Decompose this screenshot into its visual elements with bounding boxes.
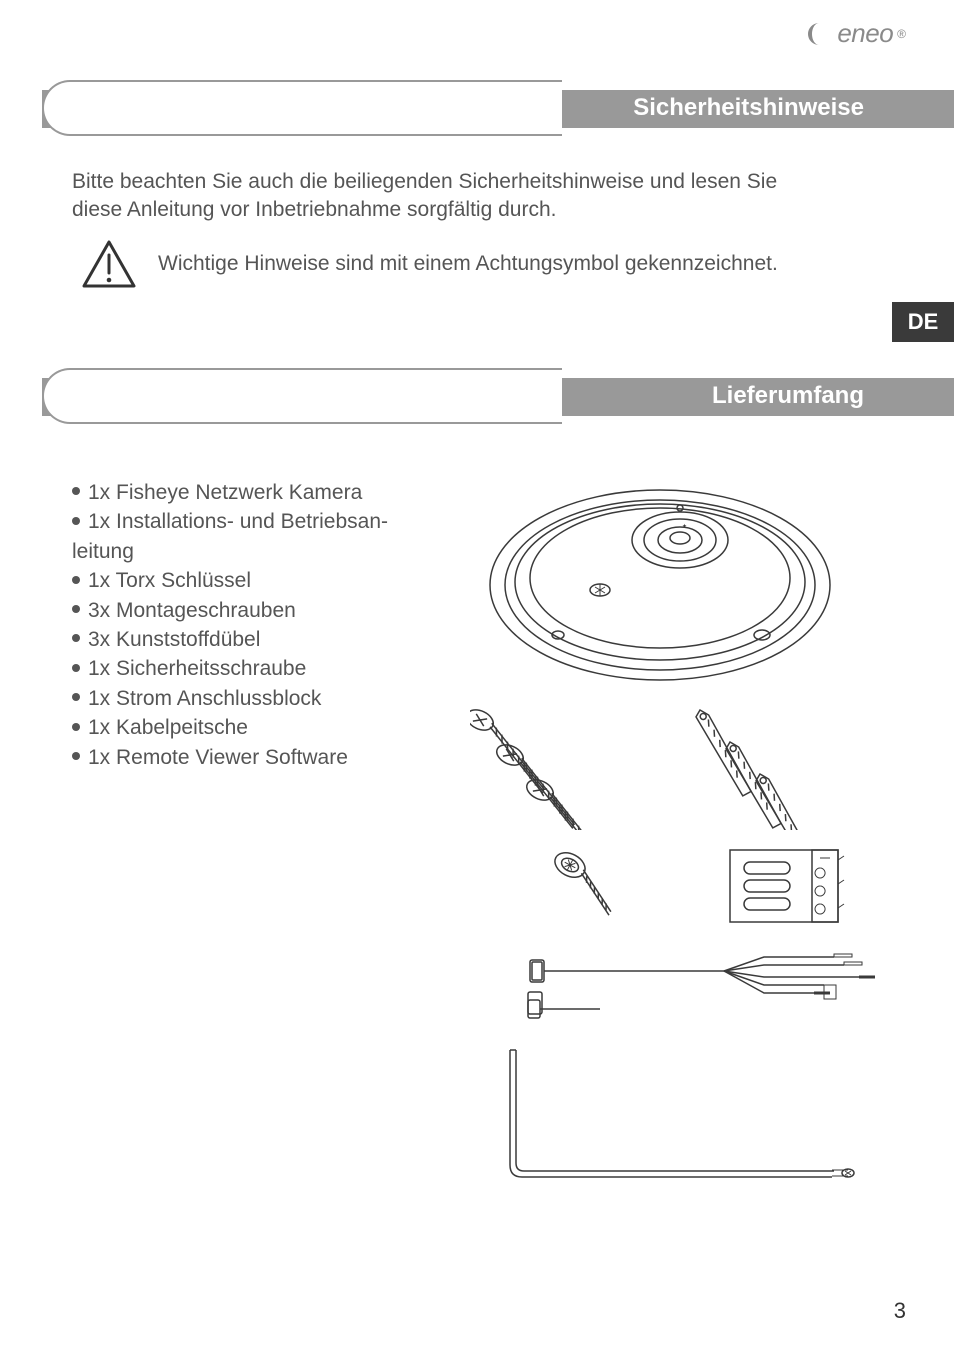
list-item: 1x Strom Anschlussblock — [72, 684, 452, 713]
list-item-label: 1x Kabelpeitsche — [88, 716, 248, 739]
list-item-cont: leitung — [72, 537, 452, 566]
list-item-label: 1x Fisheye Netzwerk Kamera — [88, 481, 362, 504]
list-item-label: 3x Montageschrauben — [88, 599, 296, 622]
camera-diagram: ✦ — [470, 470, 850, 700]
intro-line2: diese Anleitung vor Inbetriebnahme sorgf… — [72, 198, 556, 221]
list-item: 3x Kunststoffdübel — [72, 625, 452, 654]
package-list: 1x Fisheye Netzwerk Kamera 1x Installati… — [72, 478, 452, 772]
list-item-label: 1x Sicherheitsschraube — [88, 657, 306, 680]
list-item-label: 1x Remote Viewer Software — [88, 746, 348, 769]
list-item-label: 1x Torx Schlüssel — [88, 569, 251, 592]
intro-line1: Bitte beachten Sie auch die beiliegenden… — [72, 170, 777, 193]
list-item-label: 1x Strom Anschlussblock — [88, 687, 321, 710]
banner-rounded-cap — [42, 368, 562, 424]
screws-dowels-diagram — [470, 700, 870, 830]
section-banner-scope: Lieferumfang — [42, 368, 954, 424]
logo-icon — [805, 20, 833, 48]
section-banner-safety: Sicherheitshinweise — [42, 80, 954, 136]
list-item: 1x Remote Viewer Software — [72, 743, 452, 772]
warning-icon — [82, 240, 136, 288]
list-item: 1x Fisheye Netzwerk Kamera — [72, 478, 452, 507]
warning-row: Wichtige Hinweise sind mit einem Achtung… — [82, 240, 906, 288]
banner-title-safety: Sicherheitshinweise — [633, 94, 864, 122]
list-item-label: 3x Kunststoffdübel — [88, 628, 260, 651]
brand-name: eneo — [837, 18, 893, 49]
brand-logo: eneo ® — [805, 18, 906, 49]
language-tag: DE — [892, 302, 954, 342]
list-item-label: 1x Installations- und Betriebsan- — [88, 510, 388, 533]
intro-text: Bitte beachten Sie auch die beiliegenden… — [72, 168, 906, 225]
list-item: 3x Montageschrauben — [72, 596, 452, 625]
list-item: 1x Kabelpeitsche — [72, 713, 452, 742]
page-number: 3 — [894, 1298, 906, 1324]
brand-trademark: ® — [897, 27, 906, 41]
diagram-area: ✦ — [470, 470, 900, 1200]
svg-text:✦: ✦ — [682, 523, 687, 530]
warning-text: Wichtige Hinweise sind mit einem Achtung… — [158, 252, 778, 276]
screw-block-diagram — [470, 830, 870, 940]
list-item-label: leitung — [72, 540, 134, 563]
cable-torx-diagram — [470, 940, 910, 1200]
list-item: 1x Torx Schlüssel — [72, 566, 452, 595]
banner-rounded-cap — [42, 80, 562, 136]
banner-title-scope: Lieferumfang — [712, 382, 864, 410]
list-item: 1x Installations- und Betriebsan- — [72, 507, 452, 536]
list-item: 1x Sicherheitsschraube — [72, 654, 452, 683]
